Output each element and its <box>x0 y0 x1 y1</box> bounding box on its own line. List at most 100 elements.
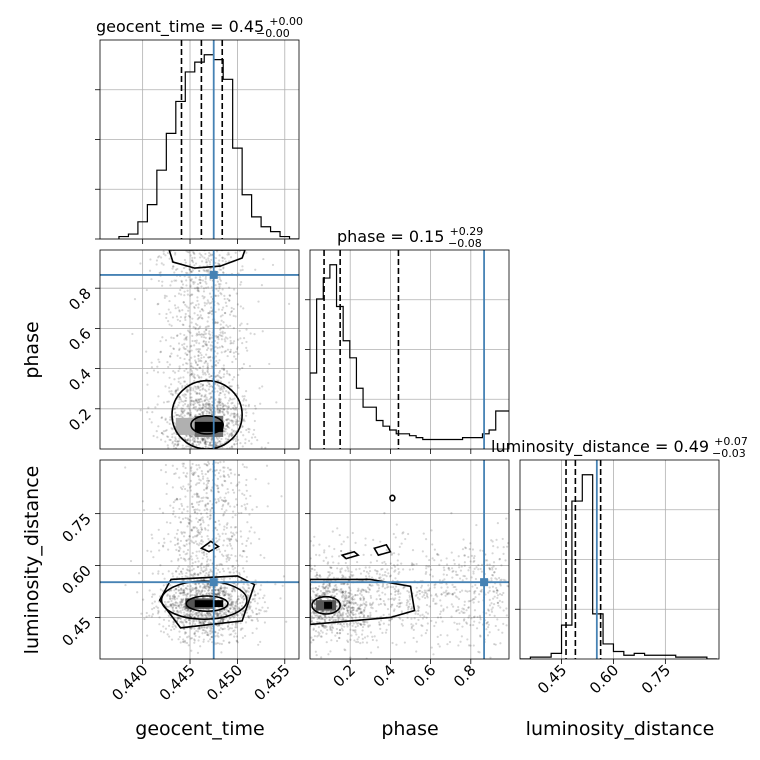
sample-point <box>250 436 254 439</box>
sample-point <box>440 593 443 596</box>
sample-point <box>341 613 345 616</box>
sample-point <box>289 598 291 600</box>
sample-point <box>234 607 237 610</box>
sample-point <box>301 585 303 587</box>
sample-point <box>190 588 193 591</box>
sample-point <box>196 651 200 655</box>
sample-point <box>218 401 221 404</box>
sample-point <box>218 586 222 590</box>
sample-point <box>207 573 211 577</box>
sample-point <box>196 495 199 498</box>
sample-point <box>421 550 424 553</box>
sample-point <box>181 579 184 582</box>
sample-point <box>240 614 244 617</box>
sample-point <box>168 386 171 389</box>
sample-point <box>352 601 355 604</box>
sample-point <box>182 301 185 304</box>
sample-point <box>204 503 207 506</box>
sample-point <box>207 382 211 385</box>
sample-point <box>230 553 233 557</box>
sample-point <box>173 621 176 624</box>
sample-point <box>246 521 249 524</box>
sample-point <box>396 590 400 593</box>
sample-point <box>221 620 225 623</box>
sample-point <box>177 588 181 592</box>
sample-point <box>214 527 217 530</box>
sample-point <box>219 627 223 630</box>
sample-point <box>231 516 234 519</box>
sample-point <box>188 325 191 328</box>
sample-point <box>329 566 332 569</box>
sample-point <box>251 508 254 511</box>
sample-point <box>202 521 205 524</box>
hist-bar <box>456 440 463 449</box>
sample-point <box>197 269 201 273</box>
sample-point <box>186 608 189 611</box>
sample-point <box>182 400 185 403</box>
sample-point <box>148 269 152 272</box>
sample-point <box>183 290 186 293</box>
sample-point <box>233 533 236 536</box>
sample-point <box>197 531 201 534</box>
sample-point <box>201 388 204 391</box>
sample-point <box>221 532 224 535</box>
sample-point <box>192 527 195 530</box>
sample-point <box>253 404 257 408</box>
sample-point <box>401 624 404 627</box>
sample-point <box>446 643 449 646</box>
sample-point <box>398 596 401 599</box>
sample-point <box>206 446 210 449</box>
sample-point <box>247 431 250 434</box>
sample-point <box>203 527 207 530</box>
sample-point <box>241 627 244 630</box>
sample-point <box>176 617 180 620</box>
sample-point <box>200 470 203 473</box>
sample-point <box>255 607 258 610</box>
sample-point <box>200 542 203 546</box>
sample-point <box>211 436 214 439</box>
sample-point <box>415 640 419 643</box>
sample-point <box>242 337 246 340</box>
sample-point <box>460 635 463 638</box>
sample-point <box>175 467 179 470</box>
sample-point <box>442 573 445 576</box>
sample-point <box>185 434 188 438</box>
sample-point <box>229 607 232 610</box>
sample-point <box>195 387 198 390</box>
sample-point <box>218 401 222 404</box>
sample-point <box>178 553 181 557</box>
sample-point <box>357 622 360 625</box>
sample-point <box>180 570 183 573</box>
sample-point <box>202 596 205 599</box>
sample-point <box>322 617 325 620</box>
sample-point <box>420 584 424 587</box>
sample-point <box>171 606 174 609</box>
sample-point <box>196 436 199 440</box>
sample-point <box>205 633 209 637</box>
sample-point <box>248 607 251 610</box>
sample-point <box>169 540 172 543</box>
sample-point <box>189 435 192 438</box>
sample-point <box>323 615 326 619</box>
sample-point <box>204 440 207 443</box>
sample-point <box>355 568 358 571</box>
sample-point <box>210 384 213 388</box>
sample-point <box>196 391 199 395</box>
sample-point <box>156 606 160 609</box>
sample-point <box>223 496 226 499</box>
sample-point <box>431 557 434 560</box>
sample-point <box>235 600 238 603</box>
sample-point <box>185 445 188 448</box>
sample-point <box>190 649 193 652</box>
sample-point <box>169 383 173 386</box>
sample-point <box>189 446 192 449</box>
sample-point <box>465 621 468 624</box>
sample-point <box>235 423 238 426</box>
sample-point <box>347 599 351 602</box>
sample-point <box>188 522 191 526</box>
sample-point <box>181 591 184 595</box>
sample-point <box>302 616 304 618</box>
sample-point <box>318 543 321 546</box>
sample-point <box>243 570 246 573</box>
sample-point <box>426 589 429 592</box>
